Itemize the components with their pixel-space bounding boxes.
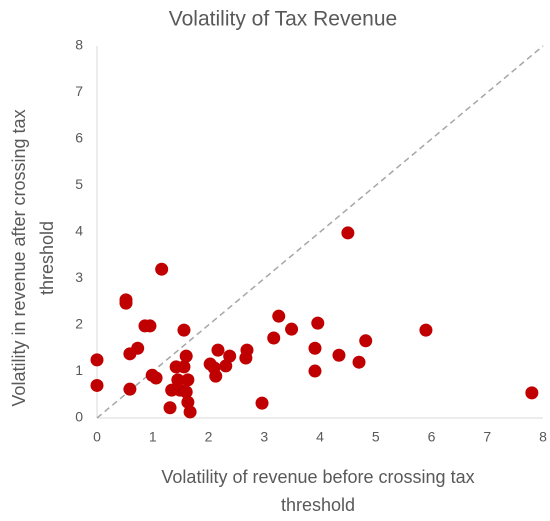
x-tick-label: 7 xyxy=(483,429,491,445)
point xyxy=(219,359,233,373)
point xyxy=(163,401,177,415)
point xyxy=(525,386,539,400)
x-tick-label: 3 xyxy=(260,429,268,445)
y-tick-label: 8 xyxy=(75,37,83,53)
y-tick-label: 6 xyxy=(75,130,83,146)
point xyxy=(341,226,355,240)
point xyxy=(177,323,191,337)
point xyxy=(155,262,169,276)
y-tick-label: 1 xyxy=(75,362,83,378)
point xyxy=(149,371,163,385)
x-tick-label: 5 xyxy=(372,429,380,445)
x-tick-label: 1 xyxy=(149,429,157,445)
point xyxy=(209,369,223,383)
x-axis-title-line: threshold xyxy=(281,495,355,515)
point xyxy=(285,322,299,336)
chart-title: Volatility of Tax Revenue xyxy=(169,8,397,31)
diagonal xyxy=(96,45,544,419)
point xyxy=(181,373,195,387)
y-axis-title: Volatility in revenue after crossing tax… xyxy=(9,109,57,406)
point xyxy=(179,349,193,363)
x-tick-label: 0 xyxy=(93,429,101,445)
x-tick-label: 6 xyxy=(428,429,436,445)
point xyxy=(359,334,373,348)
point xyxy=(308,364,322,378)
point xyxy=(419,323,433,337)
point xyxy=(90,353,104,367)
point xyxy=(211,343,225,357)
x-tick-label: 2 xyxy=(205,429,213,445)
x-axis-title: Volatility of revenue before crossing ta… xyxy=(161,467,474,515)
y-tick-label: 5 xyxy=(75,176,83,192)
y-tick-label: 4 xyxy=(75,223,83,239)
point xyxy=(332,348,346,362)
point xyxy=(272,309,286,323)
point xyxy=(255,396,269,410)
point xyxy=(311,316,325,330)
point xyxy=(240,343,254,357)
point xyxy=(119,293,133,307)
point xyxy=(123,382,137,396)
point xyxy=(143,319,157,333)
y-tick-label: 3 xyxy=(75,269,83,285)
y-axis-title-line: Volatility in revenue after crossing tax xyxy=(9,109,29,406)
x-tick-label: 4 xyxy=(316,429,324,445)
y-tick-label: 0 xyxy=(75,409,83,425)
x-tick-label: 8 xyxy=(539,429,547,445)
point xyxy=(223,349,237,363)
x-axis-title-line: Volatility of revenue before crossing ta… xyxy=(161,467,474,487)
point xyxy=(171,373,185,387)
point xyxy=(267,331,281,345)
point xyxy=(131,341,145,355)
point xyxy=(90,378,104,392)
point xyxy=(177,360,191,374)
point xyxy=(179,385,193,399)
point xyxy=(181,395,195,409)
point xyxy=(183,405,197,419)
y-tick-label: 2 xyxy=(75,316,83,332)
point xyxy=(308,341,322,355)
y-tick-label: 7 xyxy=(75,83,83,99)
y-axis-title-line: threshold xyxy=(37,221,57,295)
point xyxy=(352,355,366,369)
